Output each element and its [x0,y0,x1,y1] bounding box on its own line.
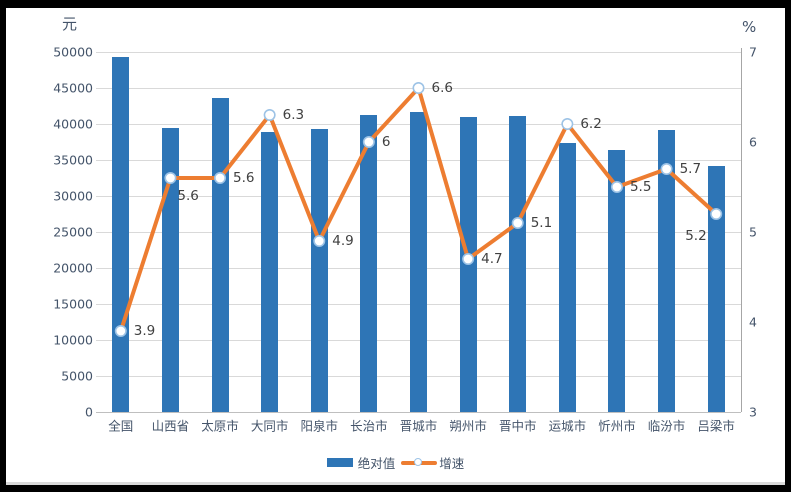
bar-晋城市 [410,112,427,412]
bar-太原市 [211,98,229,412]
left-tick-30000: 30000 [53,188,93,204]
gridline-0 [96,412,741,413]
bar-朔州市 [459,116,477,412]
bar-全国 [112,57,130,412]
bar-运城市 [558,142,576,412]
category-label-太原市: 太原市 [201,418,239,434]
left-tick-20000: 20000 [53,260,93,276]
left-tick-35000: 35000 [53,152,93,168]
data-label-晋中市: 5.1 [530,215,553,231]
category-label-忻州市: 忻州市 [598,418,636,434]
data-label-运城市: 6.2 [580,116,602,132]
bar-吕梁市 [707,166,725,412]
data-label-长治市: 6 [381,134,391,150]
category-label-大同市: 大同市 [250,418,289,434]
legend-bar-label: 绝对值 [357,456,396,471]
right-tick-4: 4 [749,314,757,330]
category-label-吕梁市: 吕梁市 [697,418,735,434]
category-label-临汾市: 临汾市 [647,418,686,434]
bar-大同市 [261,131,279,412]
data-label-吕梁市: 5.2 [685,228,707,244]
left-tick-40000: 40000 [53,116,93,132]
data-label-忻州市: 5.5 [629,179,652,195]
left-tick-15000: 15000 [53,296,93,312]
category-label-运城市: 运城市 [548,418,587,434]
bar-山西省 [161,127,179,412]
bar-晋中市 [509,116,527,412]
category-label-长治市: 长治市 [350,418,388,434]
data-label-临汾市: 5.7 [679,161,702,177]
bar-临汾市 [658,130,676,412]
gridline-50000 [96,52,741,53]
category-label-朔州市: 朔州市 [449,418,487,434]
left-tick-50000: 50000 [53,44,93,60]
right-axis-line [741,48,742,412]
legend-line-label: 增速 [439,456,465,471]
bar-长治市 [360,115,378,412]
legend-item-bar: 绝对值 [326,453,396,472]
left-tick-45000: 45000 [53,80,93,96]
left-tick-0: 0 [85,404,93,420]
legend: 绝对值 增速 [0,453,791,472]
bar-swatch-icon [326,458,353,467]
right-axis-unit-label: % [742,18,757,36]
category-label-全国: 全国 [108,418,134,434]
category-label-山西省: 山西省 [151,418,190,434]
data-label-全国: 3.9 [133,323,156,339]
left-tick-5000: 5000 [61,368,93,384]
bar-阳泉市 [310,129,328,412]
category-label-阳泉市: 阳泉市 [300,418,339,434]
data-label-晋城市: 6.6 [431,80,453,96]
data-label-山西省: 5.6 [177,188,199,204]
right-tick-5: 5 [749,224,757,240]
right-tick-7: 7 [749,44,757,60]
legend-item-line: 增速 [395,453,464,472]
gridline-45000 [96,88,741,89]
left-axis-unit-label: 元 [62,15,78,33]
category-label-晋中市: 晋中市 [498,418,537,434]
line-marker-icon [401,457,438,469]
right-tick-3: 3 [749,404,757,420]
data-label-大同市: 6.3 [282,107,305,123]
right-tick-6: 6 [749,134,757,150]
left-tick-10000: 10000 [53,332,93,348]
bar-忻州市 [608,149,626,412]
left-tick-25000: 25000 [53,224,93,240]
data-label-朔州市: 4.7 [481,251,503,267]
data-label-阳泉市: 4.9 [332,233,354,249]
data-label-太原市: 5.6 [233,170,255,186]
category-label-晋城市: 晋城市 [399,418,438,434]
